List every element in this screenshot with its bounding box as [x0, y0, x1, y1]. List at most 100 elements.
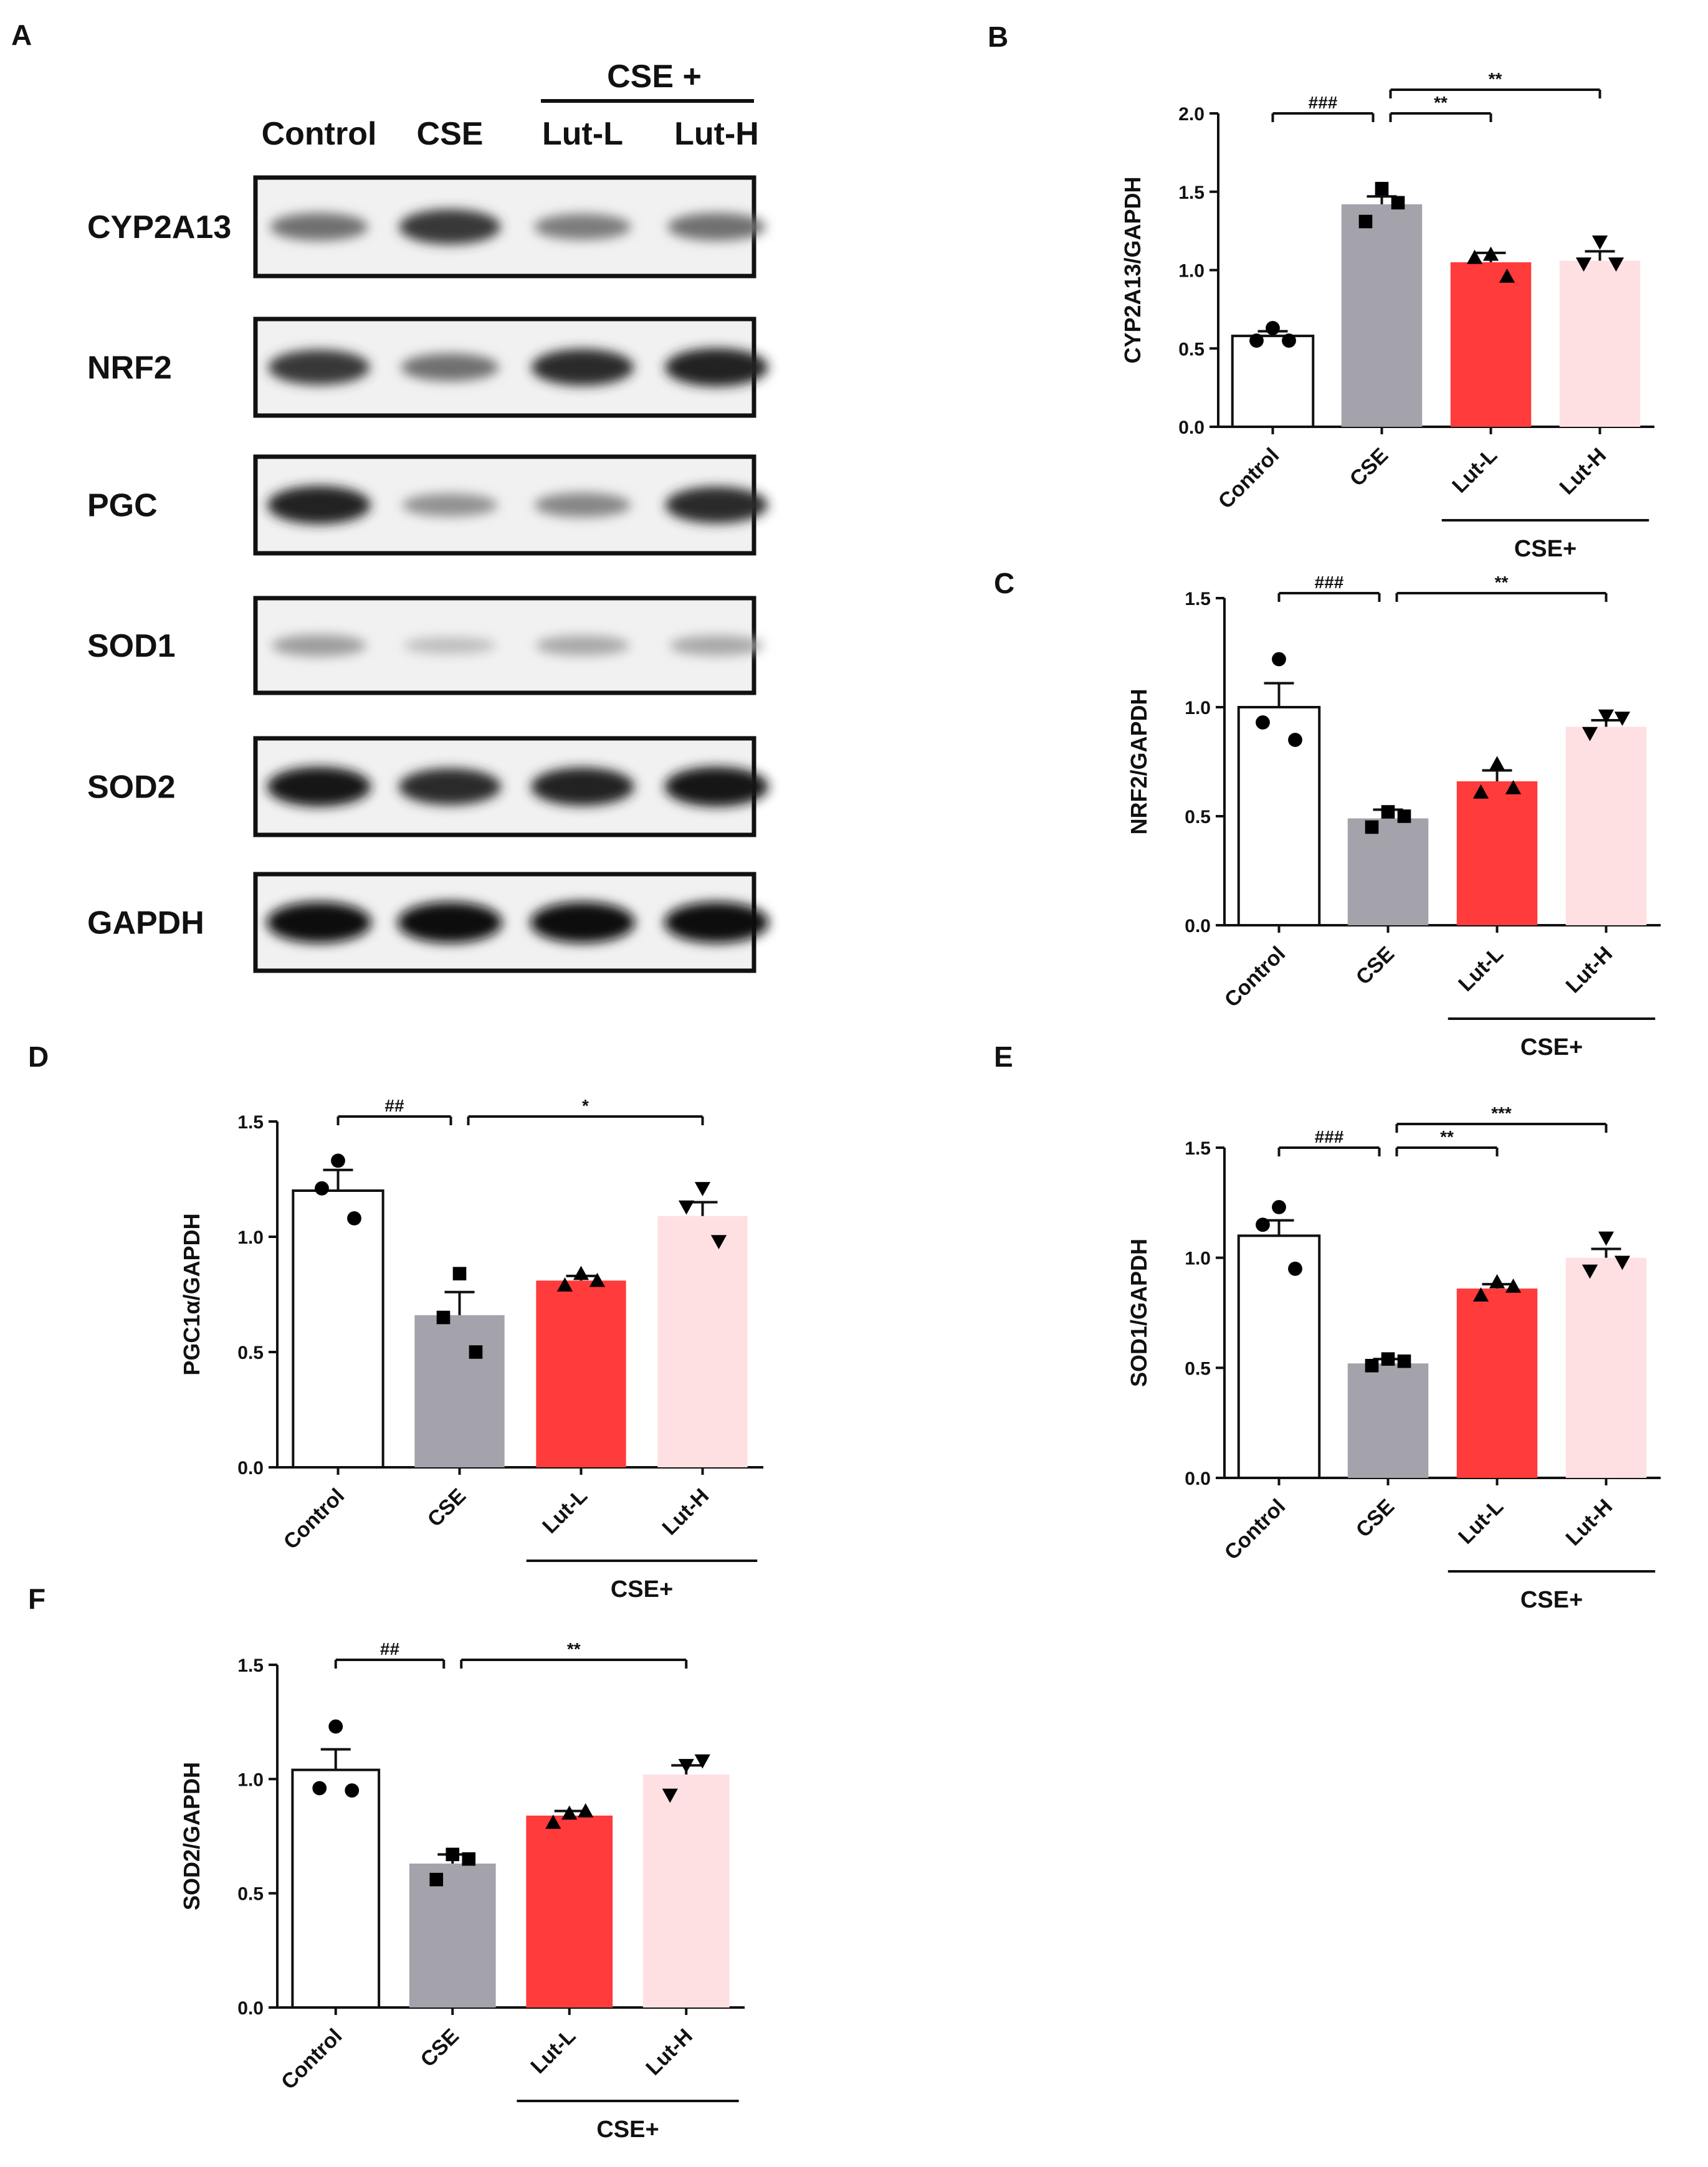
bar [1347, 818, 1429, 925]
wb-band [665, 348, 768, 387]
group-label: CSE+ [1514, 536, 1577, 562]
panel-label-a: A [11, 19, 32, 51]
bar [409, 1864, 496, 2007]
x-tick-label: CSE [423, 1484, 470, 1531]
wb-blot-rows: CYP2A13 NRF2 PGC SOD1 SOD2 GAPDH [87, 175, 769, 973]
bar [1559, 260, 1641, 427]
significance-label: ## [380, 1639, 400, 1659]
data-point [1489, 1274, 1505, 1288]
bar [1231, 335, 1315, 428]
data-point [1614, 712, 1631, 726]
bar [1565, 1257, 1647, 1478]
data-point [331, 1153, 345, 1168]
group-label: CSE+ [596, 2117, 659, 2143]
wb-row-label: GAPDH [87, 905, 204, 941]
data-point [347, 1211, 361, 1226]
bar [1347, 1363, 1429, 1478]
y-axis-label: CYP2A13/GAPDH [1120, 176, 1145, 363]
wb-band [664, 902, 769, 943]
wb-band [667, 212, 766, 241]
data-point [436, 1310, 451, 1325]
data-point [1256, 715, 1270, 730]
panel-label: C [994, 567, 1014, 599]
wb-row: SOD1 [87, 596, 764, 695]
y-tick-label: 1.5 [237, 1655, 264, 1676]
bar [292, 1189, 384, 1469]
data-point [1272, 1200, 1286, 1214]
y-tick-label: 0.0 [1185, 1469, 1211, 1489]
bar [1450, 262, 1532, 427]
x-tick-label: Control [1214, 444, 1284, 513]
wb-lane-label: Lut-H [674, 116, 759, 152]
data-point [429, 1872, 444, 1887]
x-tick-label: Control [1220, 942, 1290, 1012]
data-point [1288, 1261, 1302, 1276]
x-tick-label: Control [277, 2024, 346, 2094]
significance-label: *** [1491, 1103, 1512, 1123]
data-point [561, 1805, 578, 1820]
data-point [662, 1788, 678, 1803]
bar [1237, 706, 1321, 926]
y-tick-label: 0.0 [1178, 417, 1205, 438]
y-axis-label: PGC1α/GAPDH [179, 1213, 204, 1375]
y-tick-label: 1.0 [237, 1769, 264, 1790]
data-point [1472, 1287, 1489, 1302]
data-point [1575, 257, 1592, 272]
data-point [1397, 809, 1411, 823]
panel-label: B [988, 21, 1008, 53]
y-axis-label: SOD1/GAPDH [1126, 1239, 1152, 1387]
group-label: CSE+ [1520, 1034, 1583, 1060]
wb-row: SOD2 [87, 736, 769, 837]
data-point [1256, 1217, 1270, 1232]
wb-lane-label: Control [262, 116, 377, 152]
x-tick-label: Lut-H [1562, 942, 1618, 998]
data-point [1608, 257, 1625, 272]
chart-panel-f: F 0.0 0.5 1.0 1.5 SOD2/GAPDH Control CSE Lut-L Lu… [28, 1583, 745, 2143]
wb-row: NRF2 [87, 317, 768, 418]
data-point [1472, 784, 1489, 799]
wb-lane-label: Lut-L [542, 116, 623, 152]
wb-row-label: SOD2 [87, 769, 176, 806]
y-tick-label: 0.0 [1185, 916, 1211, 936]
y-tick-label: 0.5 [237, 1343, 264, 1363]
western-blot-panel: A CSE + Control CSE Lut-L Lut-H CYP2A13 NRF2… [11, 19, 769, 973]
data-point [1391, 196, 1405, 210]
x-tick-label: Lut-L [538, 1484, 592, 1538]
wb-band [267, 766, 371, 807]
wb-band [271, 634, 367, 657]
y-axis-label: NRF2/GAPDH [1126, 688, 1152, 834]
x-tick-label: Control [1220, 1495, 1290, 1565]
chart-panel-b: B 0.0 0.5 1.0 1.5 2.0 CYP2A13/GAPDH Control CSE L… [988, 21, 1654, 562]
data-point [446, 1847, 460, 1862]
wb-band [531, 767, 634, 806]
wb-band [267, 485, 371, 525]
data-point [1249, 333, 1264, 348]
y-axis-label: SOD2/GAPDH [179, 1762, 204, 1910]
wb-row: GAPDH [87, 872, 769, 973]
bar [1456, 1288, 1538, 1478]
significance-label: ** [1440, 1127, 1454, 1146]
y-tick-label: 1.5 [237, 1112, 264, 1133]
significance-label: ** [1495, 573, 1509, 592]
wb-band [402, 493, 498, 517]
panel-label: F [28, 1583, 45, 1615]
data-point [1365, 820, 1379, 834]
data-point [678, 1200, 695, 1215]
x-tick-label: Lut-H [658, 1484, 714, 1540]
wb-band [398, 902, 502, 943]
y-tick-label: 0.5 [1178, 339, 1205, 360]
x-tick-label: CSE [1352, 942, 1399, 989]
data-point [1381, 805, 1395, 819]
wb-band [270, 212, 368, 241]
wb-band [531, 349, 634, 386]
y-tick-label: 1.0 [237, 1227, 264, 1248]
data-point [1505, 779, 1522, 794]
x-tick-label: CSE [1345, 444, 1393, 491]
data-point [1489, 756, 1505, 771]
data-point [1598, 709, 1615, 724]
data-point [694, 1182, 711, 1196]
wb-row-label: SOD1 [87, 628, 176, 664]
group-label: CSE+ [611, 1576, 673, 1603]
y-tick-label: 1.5 [1178, 183, 1205, 203]
wb-row: CYP2A13 [87, 175, 766, 279]
